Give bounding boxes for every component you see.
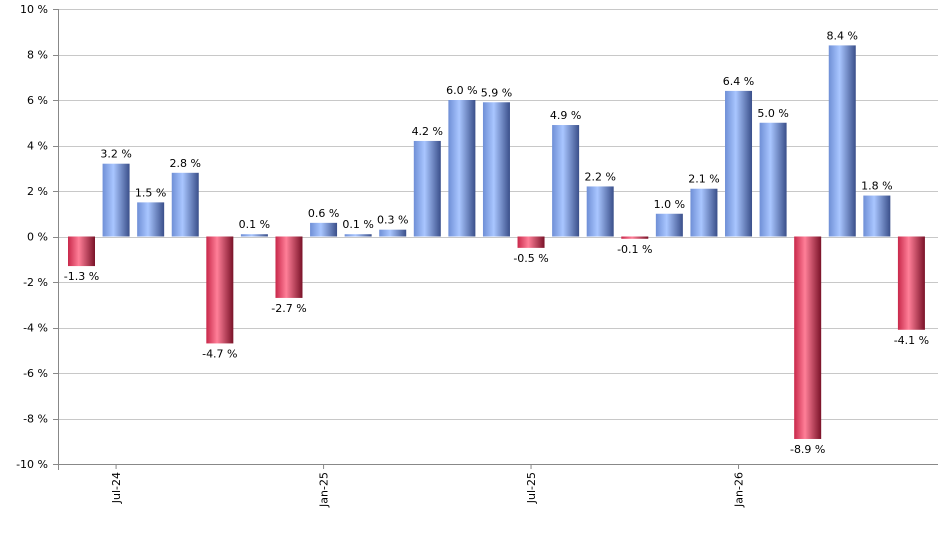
bar-negative (897, 236, 925, 330)
bar-positive (379, 229, 407, 237)
data-label: 2.2 % (584, 170, 615, 183)
y-tick-labels: 10 % 8 % 6 % 4 % 2 % 0 % -2 % -4 % -6 % -8 % -10 % (16, 3, 48, 471)
bar-positive (102, 163, 130, 237)
bars (68, 45, 925, 439)
data-label: -8.9 % (790, 443, 825, 456)
bar-positive (344, 234, 372, 237)
y-tick-label: 6 % (27, 94, 48, 107)
x-tick-labels: Jul-24 Jan-25 Jul-25 Jan-26 (110, 472, 745, 508)
bar-negative (275, 236, 303, 298)
bar-positive (863, 195, 891, 237)
data-label: 2.8 % (170, 157, 201, 170)
bar-positive (759, 122, 787, 237)
data-label: -0.1 % (617, 243, 652, 256)
data-label: 4.9 % (550, 109, 581, 122)
data-label: 2.1 % (688, 173, 719, 186)
x-tick-label: Jan-25 (318, 472, 331, 508)
data-label: 3.2 % (100, 148, 131, 161)
data-label: 5.0 % (757, 107, 788, 120)
bar-positive (413, 140, 441, 237)
bar-positive (690, 188, 718, 237)
bar-negative (68, 236, 95, 267)
y-tick-label: -10 % (16, 458, 48, 471)
data-label: 4.2 % (412, 125, 443, 138)
y-tick-label: 8 % (27, 49, 48, 62)
bar-positive (725, 90, 753, 237)
y-tick-label: -6 % (23, 367, 48, 380)
x-tick-label: Jul-24 (110, 472, 123, 504)
y-tick-label: 2 % (27, 185, 48, 198)
data-label: 0.6 % (308, 207, 339, 220)
y-tick-label: -2 % (23, 276, 48, 289)
bar-negative (517, 236, 545, 248)
data-label: 0.3 % (377, 214, 408, 227)
data-label: 0.1 % (342, 218, 373, 231)
axes (53, 9, 938, 470)
y-tick-label: 10 % (20, 3, 48, 16)
bar-positive (828, 45, 856, 237)
bar-positive (448, 100, 476, 237)
bar-positive (482, 102, 510, 237)
bar-negative (206, 236, 234, 344)
data-label: 1.5 % (135, 186, 166, 199)
bar-positive (137, 202, 165, 237)
y-tick-label: -4 % (23, 322, 48, 335)
y-tick-label: -8 % (23, 413, 48, 426)
data-label: 0.1 % (239, 218, 270, 231)
data-label: -0.5 % (513, 252, 548, 265)
data-label: 8.4 % (827, 29, 858, 42)
data-label: -4.7 % (202, 347, 237, 360)
bar-positive (171, 172, 199, 237)
x-tick-label: Jul-25 (525, 472, 538, 504)
data-label: 1.0 % (654, 198, 685, 211)
data-label: -4.1 % (894, 334, 929, 347)
y-tick-label: 0 % (27, 231, 48, 244)
data-label: 6.4 % (723, 75, 754, 88)
bar-positive (655, 213, 683, 237)
bar-positive (240, 234, 268, 237)
bar-negative (794, 236, 822, 439)
bar-positive (310, 222, 338, 237)
data-label: 5.9 % (481, 86, 512, 99)
bar-positive (552, 125, 580, 237)
data-label: 1.8 % (861, 180, 892, 193)
data-labels: -1.3 % 3.2 % 1.5 % 2.8 % -4.7 % 0.1 % -2.7 % 0.… (64, 29, 929, 456)
bar-positive (586, 186, 614, 237)
bar-negative (621, 236, 649, 239)
y-tick-label: 4 % (27, 140, 48, 153)
x-tick-label: Jan-26 (733, 472, 746, 508)
data-label: -1.3 % (64, 270, 99, 283)
data-label: 6.0 % (446, 84, 477, 97)
data-label: -2.7 % (271, 302, 306, 315)
